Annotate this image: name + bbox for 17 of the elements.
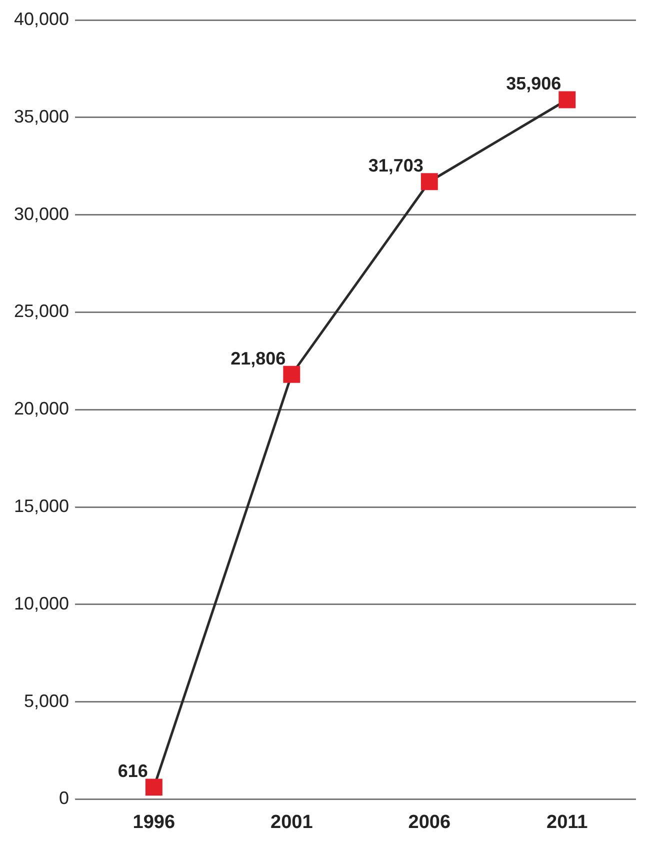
y-tick-label: 20,000 [14,398,70,419]
data-label: 35,906 [506,74,562,94]
data-label: 21,806 [230,348,286,368]
y-tick-label: 5,000 [24,690,70,711]
y-tick-label: 35,000 [14,106,70,126]
y-tick-label: 10,000 [14,593,70,614]
x-tick-label: 1996 [132,812,176,833]
data-label: 31,703 [368,156,424,176]
data-label: 616 [118,761,148,782]
x-tick-label: 2001 [270,812,314,833]
y-tick-label: 0 [59,788,70,808]
y-tick-label: 15,000 [14,496,70,516]
y-tick-label: 40,000 [14,8,70,29]
y-tick-label: 30,000 [14,204,70,224]
x-tick-label: 2006 [408,812,451,833]
y-tick-label: 25,000 [14,301,70,322]
x-tick-label: 2011 [546,812,588,833]
